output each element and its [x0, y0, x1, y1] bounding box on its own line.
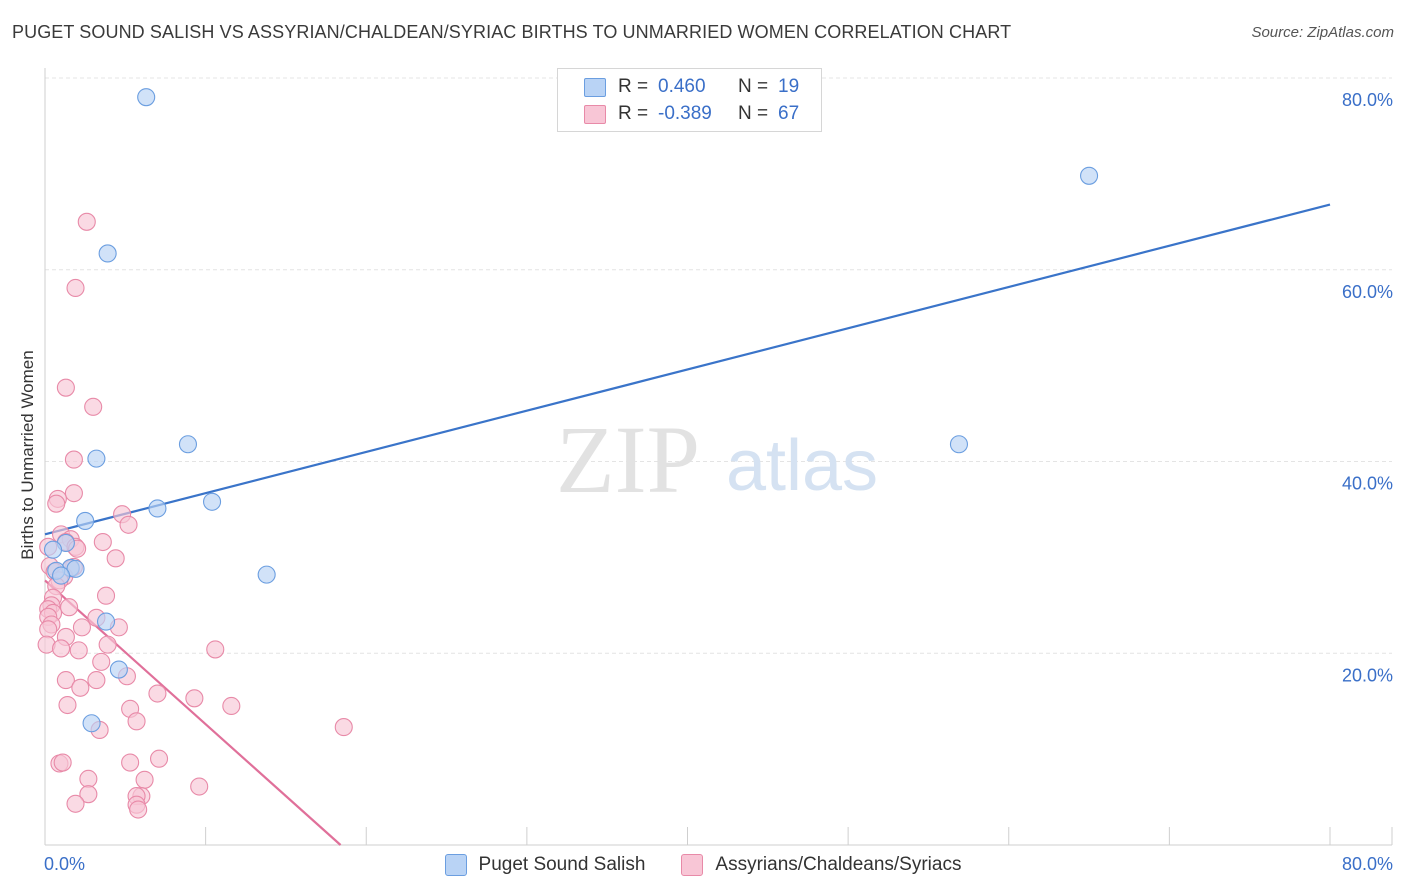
point-assyrians	[93, 532, 112, 552]
point-puget-sound-salish	[43, 540, 63, 559]
point-assyrians	[66, 794, 85, 813]
point-assyrians	[84, 397, 103, 416]
trend-lines	[44, 203, 1331, 846]
series-legend: Puget Sound Salish Assyrians/Chaldeans/S…	[0, 852, 1406, 878]
legend-n-label: N =	[738, 103, 769, 124]
point-assyrians	[119, 515, 138, 534]
legend-r-value: 0.460	[658, 76, 706, 97]
point-puget-sound-salish	[949, 435, 969, 454]
point-assyrians	[79, 785, 98, 804]
legend-n-label: N =	[738, 76, 769, 97]
point-assyrians	[64, 484, 83, 503]
legend-row-pink: R = -0.389 N = 67	[584, 102, 799, 126]
legend-swatch-blue	[444, 854, 467, 876]
point-assyrians	[72, 618, 91, 637]
watermark: ZIP atlas	[556, 406, 878, 513]
y-tick-label: 60.0%	[1342, 282, 1393, 302]
point-assyrians	[206, 640, 225, 659]
legend-r-label: R =	[618, 76, 649, 97]
point-puget-sound-salish	[137, 88, 156, 107]
legend-n-value: 67	[778, 103, 800, 124]
point-assyrians	[135, 770, 154, 789]
point-assyrians	[56, 671, 75, 690]
tick-labels: 20.0% 40.0% 60.0% 80.0% 0.0% 80.0%	[44, 90, 1393, 874]
correlation-legend: R = 0.460 N = 19 R = -0.389 N = 67	[557, 68, 822, 132]
point-assyrians	[47, 494, 66, 513]
point-assyrians	[52, 639, 71, 658]
point-assyrians	[66, 278, 85, 298]
legend-label: Assyrians/Chaldeans/Syriacs	[715, 854, 962, 875]
point-assyrians	[127, 712, 146, 731]
point-assyrians	[92, 652, 111, 671]
legend-swatch-pink	[681, 854, 704, 876]
point-assyrians	[56, 378, 75, 397]
watermark-zip: ZIP	[556, 406, 700, 513]
point-assyrians	[185, 689, 204, 708]
legend-item-puget-sound-salish[interactable]: Puget Sound Salish	[444, 854, 646, 876]
point-puget-sound-salish	[82, 714, 101, 733]
source-label: Source: ZipAtlas.com	[1251, 24, 1394, 41]
point-puget-sound-salish	[109, 660, 128, 679]
axes	[44, 68, 1393, 846]
point-assyrians	[39, 620, 58, 639]
x-tick-label: 0.0%	[44, 854, 85, 874]
y-tick-label: 40.0%	[1342, 474, 1393, 494]
point-puget-sound-salish	[96, 612, 116, 631]
legend-swatch-pink	[584, 104, 606, 124]
point-assyrians	[98, 635, 117, 654]
x-tick-label: 80.0%	[1342, 854, 1393, 874]
point-assyrians	[71, 678, 90, 697]
point-puget-sound-salish	[98, 244, 117, 263]
point-assyrians	[149, 749, 169, 768]
point-assyrians	[129, 800, 148, 819]
point-assyrians	[121, 753, 140, 772]
point-puget-sound-salish	[257, 565, 276, 584]
watermark-atlas: atlas	[726, 426, 878, 506]
point-assyrians	[79, 769, 98, 788]
point-assyrians	[106, 549, 125, 568]
legend-swatch-blue	[584, 77, 606, 97]
point-assyrians	[222, 696, 241, 716]
point-puget-sound-salish	[203, 492, 222, 511]
point-puget-sound-salish	[87, 449, 106, 468]
y-tick-label: 20.0%	[1342, 665, 1393, 685]
point-puget-sound-salish	[76, 511, 95, 530]
point-puget-sound-salish	[178, 435, 198, 454]
point-assyrians	[334, 718, 353, 737]
point-assyrians	[87, 671, 106, 690]
point-puget-sound-salish	[52, 566, 71, 585]
point-assyrians	[190, 777, 209, 796]
point-assyrians	[64, 450, 83, 469]
legend-r-value: -0.389	[658, 103, 712, 124]
point-assyrians	[60, 598, 79, 617]
point-assyrians	[58, 695, 77, 715]
legend-row-blue: R = 0.460 N = 19	[584, 75, 799, 99]
legend-item-assyrians[interactable]: Assyrians/Chaldeans/Syriacs	[681, 854, 961, 876]
point-puget-sound-salish	[148, 499, 167, 518]
point-puget-sound-salish	[1080, 166, 1099, 185]
point-assyrians	[69, 641, 88, 660]
legend-label: Puget Sound Salish	[478, 854, 646, 875]
legend-n-value: 19	[778, 76, 800, 97]
chart-title: PUGET SOUND SALISH VS ASSYRIAN/CHALDEAN/…	[12, 22, 1012, 42]
point-assyrians	[77, 212, 96, 231]
point-assyrians	[148, 684, 167, 703]
grid-lines	[45, 77, 1392, 654]
point-assyrians	[53, 753, 72, 772]
trend-line-puget-sound-salish	[44, 203, 1331, 536]
legend-r-label: R =	[618, 103, 649, 124]
point-assyrians	[96, 586, 116, 605]
y-tick-label: 80.0%	[1342, 90, 1393, 110]
data-points	[37, 88, 1099, 819]
